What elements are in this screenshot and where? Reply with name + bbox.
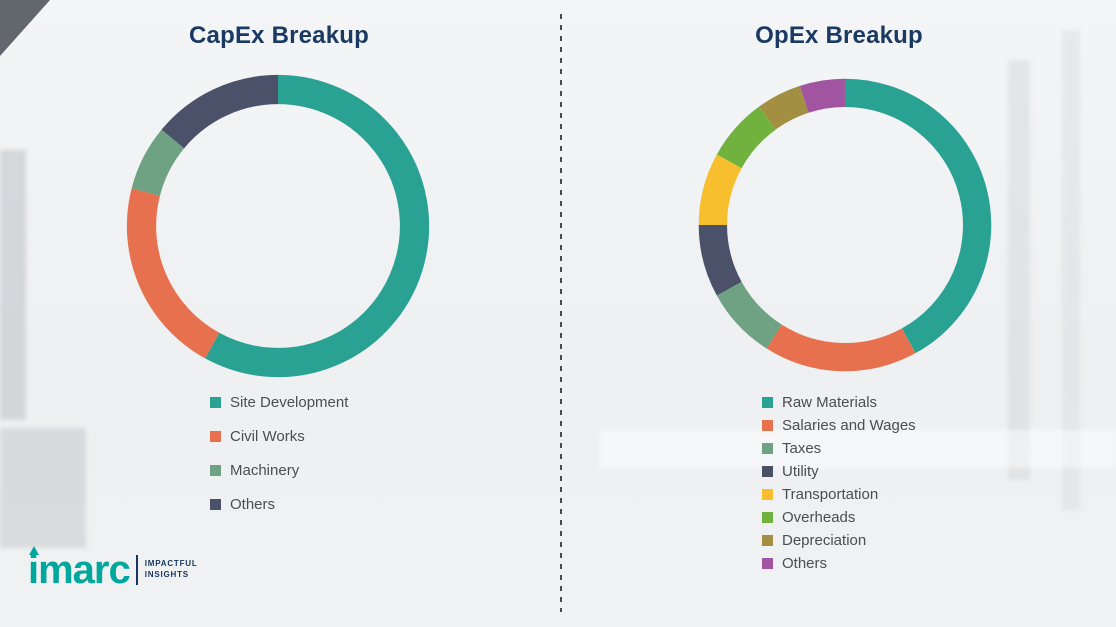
legend-swatch xyxy=(762,534,773,546)
legend-item: Others xyxy=(210,494,348,514)
legend-item: Site Development xyxy=(210,392,348,412)
capex-chart: CapEx Breakup Site Development Civil Work… xyxy=(126,22,430,514)
legend-item: Machinery xyxy=(210,460,348,480)
logo-tagline: IMPACTFUL INSIGHTS xyxy=(145,559,198,581)
logo-brand-text: imarc xyxy=(28,548,131,592)
legend-item: Others xyxy=(762,553,916,573)
logo-divider xyxy=(135,555,138,585)
vertical-dashed-divider xyxy=(560,14,562,612)
legend-swatch xyxy=(762,419,773,431)
donut-segment-others xyxy=(799,78,846,113)
legend-label: Overheads xyxy=(782,508,856,526)
legend-label: Others xyxy=(782,554,828,572)
opex-donut-chart xyxy=(698,78,992,372)
legend-label: Taxes xyxy=(782,439,822,457)
legend-label: Others xyxy=(230,495,276,513)
legend-swatch xyxy=(762,465,773,477)
donut-segment-transportation xyxy=(698,154,742,226)
legend-item: Taxes xyxy=(762,438,916,458)
imarc-logo: imarc IMPACTFUL INSIGHTS xyxy=(28,546,198,592)
donut-segment-raw-materials xyxy=(844,78,992,354)
donut-segment-others xyxy=(161,74,279,149)
donut-segment-taxes xyxy=(716,281,783,349)
logo-tagline-line1: IMPACTFUL xyxy=(144,559,198,569)
legend: Raw Materials Salaries and Wages Taxes Util… xyxy=(762,392,916,573)
legend-label: Raw Materials xyxy=(782,393,878,411)
donut-segment-utility xyxy=(698,224,742,296)
donut-segment-depreciation xyxy=(759,85,809,130)
legend-swatch xyxy=(210,464,221,476)
legend-swatch xyxy=(762,557,773,569)
legend-item: Overheads xyxy=(762,507,916,527)
donut-segment-overheads xyxy=(716,106,776,169)
logo-brand-wrap: imarc xyxy=(28,546,131,592)
legend-label: Machinery xyxy=(230,461,300,479)
legend-swatch xyxy=(210,498,221,510)
legend-item: Depreciation xyxy=(762,530,916,550)
legend-item: Salaries and Wages xyxy=(762,415,916,435)
donut-segment-site-development xyxy=(205,74,430,378)
legend-item: Transportation xyxy=(762,484,916,504)
logo-triangle-icon xyxy=(29,546,39,555)
legend-swatch xyxy=(210,430,221,442)
logo-tagline-line2: INSIGHTS xyxy=(144,570,189,579)
capex-chart-title: CapEx Breakup xyxy=(189,22,369,49)
legend-label: Utility xyxy=(782,462,819,480)
legend-label: Site Development xyxy=(230,393,349,411)
opex-chart-title: OpEx Breakup xyxy=(755,22,923,49)
legend-swatch xyxy=(762,442,773,454)
legend-label: Depreciation xyxy=(782,531,867,549)
opex-chart: OpEx Breakup Raw Materials Salaries and W… xyxy=(562,0,1116,627)
legend-swatch xyxy=(762,511,773,523)
capex-donut-chart xyxy=(126,74,430,378)
legend-label: Transportation xyxy=(782,485,879,503)
legend-item: Utility xyxy=(762,461,916,481)
donut-segment-civil-works xyxy=(126,188,220,359)
legend-swatch xyxy=(762,488,773,500)
legend-swatch xyxy=(210,396,221,408)
donut-segment-salaries-and-wages xyxy=(766,324,916,372)
legend-label: Civil Works xyxy=(230,427,305,445)
legend-item: Civil Works xyxy=(210,426,348,446)
legend-label: Salaries and Wages xyxy=(782,416,916,434)
legend: Site Development Civil Works Machinery Othe… xyxy=(210,392,348,514)
donut-segment-machinery xyxy=(131,129,185,197)
legend-item: Raw Materials xyxy=(762,392,916,412)
legend-swatch xyxy=(762,396,773,408)
